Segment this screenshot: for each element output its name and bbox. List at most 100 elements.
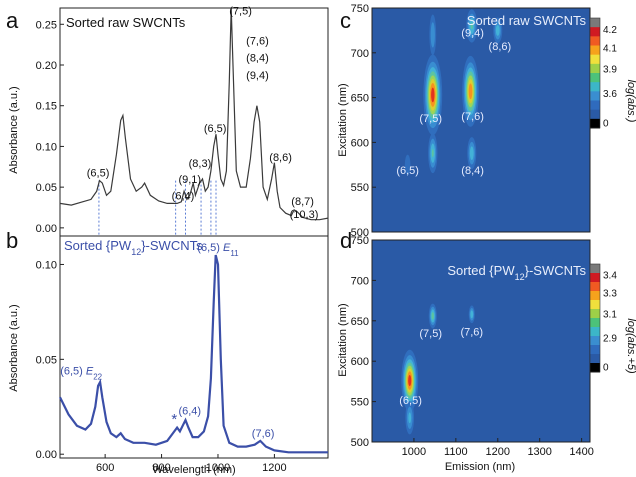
panel-letter-c: c — [340, 8, 351, 33]
panel-d-title: Sorted {PW12}-SWCNTs — [447, 263, 586, 282]
heatmap-contour — [469, 146, 474, 160]
ytick-label: 0.05 — [36, 182, 57, 194]
peak-label: (7,5) — [229, 6, 252, 18]
peak-label: (6,4) — [178, 405, 201, 417]
colorbar-segment — [590, 273, 600, 283]
peak-label: (10,3) — [290, 209, 319, 221]
colorbar-tick-label: 4.2 — [603, 25, 617, 36]
colorbar-segment — [590, 282, 600, 292]
ytick-label: 600 — [351, 356, 369, 368]
ytick-label: 500 — [351, 227, 369, 239]
colorbar-tick-label: 3.3 — [603, 289, 617, 300]
colorbar-segment — [590, 73, 600, 83]
panel-b-ylabel: Absorbance (a.u.) — [8, 304, 20, 391]
colorbar-tick-label: 4.1 — [603, 43, 617, 54]
colorbar-segment — [590, 354, 600, 364]
colorbar-segment — [590, 309, 600, 319]
colorbar-segment — [590, 336, 600, 346]
heatmap-contour — [431, 149, 434, 158]
panel-b-absorbance: Sorted {PW12}-SWCNTs Absorbance (a.u.) W… — [8, 235, 329, 476]
ytick-label: 750 — [351, 235, 369, 247]
panel-c-heatmap: Sorted raw SWCNTs Excitation (nm) 500 550… — [337, 3, 636, 239]
ytick-label: 0.00 — [36, 449, 57, 461]
heatmap-contour — [470, 310, 474, 319]
ytick-label: 500 — [351, 437, 369, 449]
colorbar-segment — [590, 100, 600, 111]
colorbar-segment — [590, 363, 600, 373]
xtick-label: 1300 — [527, 446, 551, 458]
panel-a-absorbance: Sorted raw SWCNTs Absorbance (a.u.) 0.00… — [8, 6, 329, 237]
peak-label: (8,6) — [489, 41, 512, 53]
peak-label: (9,4) — [461, 28, 484, 40]
colorbar-segment — [590, 300, 600, 310]
peak-label: (9,1) — [178, 174, 201, 186]
xtick-label: 1000 — [402, 446, 426, 458]
colorbar-segment — [590, 327, 600, 337]
xtick-label: 1200 — [486, 446, 510, 458]
heatmap-contour — [470, 22, 473, 30]
heatmap-contour — [431, 312, 435, 320]
colorbar-segment — [590, 264, 600, 274]
ytick-label: 0.10 — [36, 259, 57, 271]
peak-label: (6,5) E11 — [197, 242, 239, 258]
colorbar-tick-label: 3.6 — [603, 89, 617, 100]
colorbar-segment — [590, 291, 600, 301]
colorbar-segment — [590, 36, 600, 46]
peak-label: (7,5) — [419, 328, 442, 340]
heatmap-contour — [408, 412, 412, 424]
colorbar-label: log(abs.) — [625, 80, 636, 123]
colorbar-tick-label: 0 — [603, 118, 609, 129]
ytick-label: 550 — [351, 182, 369, 194]
panel-b-spectrum-line — [59, 254, 328, 454]
heatmap-contour — [431, 87, 435, 103]
colorbar-frame — [589, 263, 601, 373]
peak-label: (8,6) — [269, 152, 292, 164]
peak-label: (7,5) — [419, 113, 442, 125]
colorbar-segment — [590, 118, 600, 129]
heatmap-contour — [404, 154, 411, 175]
panel-c-title: Sorted raw SWCNTs — [467, 13, 587, 28]
ytick-label: 700 — [351, 48, 369, 60]
ytick-label: 550 — [351, 397, 369, 409]
panel-b-title: Sorted {PW12}-SWCNTs — [64, 238, 203, 257]
colorbar-tick-label: 3.9 — [603, 64, 617, 75]
peak-label: (7,6) — [461, 111, 484, 123]
peak-label: (6,5) — [396, 165, 419, 177]
heatmap-contour — [495, 24, 500, 36]
peak-label: * — [171, 411, 177, 428]
peak-label: (8,3) — [189, 158, 212, 170]
peak-label: (8,4) — [461, 165, 484, 177]
ytick-label: 650 — [351, 316, 369, 328]
ytick-label: 750 — [351, 3, 369, 15]
colorbar-segment — [590, 45, 600, 56]
peak-label: (9,4) — [246, 70, 269, 82]
colorbar-segment — [590, 82, 600, 92]
peak-label: (6,5) E22 — [60, 366, 102, 382]
colorbar-segment — [590, 18, 600, 28]
ytick-label: 700 — [351, 275, 369, 287]
colorbar-tick-label: 2.9 — [603, 334, 617, 345]
panel-a-title: Sorted raw SWCNTs — [66, 15, 186, 30]
xtick-label: 1000 — [206, 462, 230, 474]
ytick-label: 0.10 — [36, 141, 57, 153]
xtick-label: 1200 — [262, 462, 286, 474]
peak-label: (7,6) — [252, 428, 275, 440]
colorbar-segment — [590, 91, 600, 101]
peak-label: (6,5) — [87, 168, 110, 180]
panel-d-xlabel: Emission (nm) — [445, 461, 515, 473]
heatmap-contour — [408, 374, 412, 387]
peak-label: (6,4) — [172, 190, 195, 202]
ytick-label: 650 — [351, 93, 369, 105]
xtick-label: 1100 — [444, 446, 468, 458]
colorbar-segment — [590, 345, 600, 355]
colorbar-segment — [590, 63, 600, 74]
heatmap-contour — [430, 22, 435, 48]
colorbar-segment — [590, 54, 600, 65]
xtick-label: 800 — [152, 462, 170, 474]
peak-label: (8,7) — [291, 196, 314, 208]
peak-label: (7,6) — [246, 36, 269, 48]
peak-label: (8,4) — [246, 53, 269, 65]
panel-d-heatmap: Sorted {PW12}-SWCNTs Excitation (nm) Emi… — [337, 235, 636, 473]
peak-label: (7,6) — [460, 326, 483, 338]
ytick-label: 0.00 — [36, 223, 57, 235]
